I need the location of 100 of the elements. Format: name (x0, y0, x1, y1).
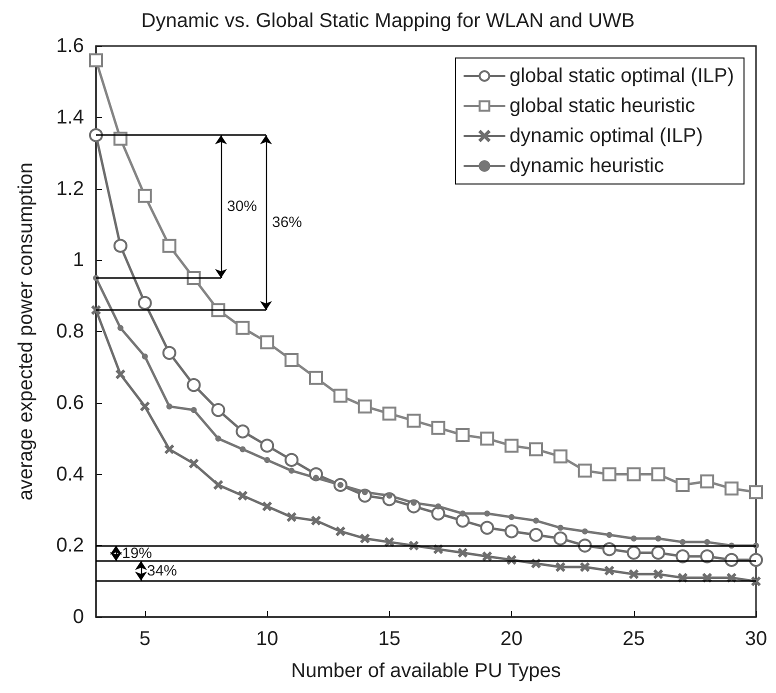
point (236, 424, 250, 438)
legend-label: dynamic optimal (ILP) (509, 125, 703, 147)
point (678, 573, 688, 582)
point (626, 467, 641, 482)
point (138, 188, 152, 203)
point (553, 449, 568, 464)
chart-title: Dynamic vs. Global Static Mapping for WLAN and UWB (141, 10, 635, 32)
point (435, 503, 442, 510)
point (260, 335, 274, 350)
y-axis-title: average expected power consumption (15, 162, 37, 500)
y-tick-label: 0.6 (56, 392, 84, 414)
point (240, 446, 246, 452)
y-tick-label: 0.2 (56, 534, 84, 557)
point (651, 467, 666, 482)
point (630, 535, 637, 542)
annotation: 19% (122, 544, 152, 562)
x-tick-label: 30 (744, 628, 768, 650)
point (654, 570, 663, 579)
point (288, 468, 295, 474)
x-tick-label: 5 (139, 628, 150, 650)
point (333, 388, 348, 403)
point (113, 238, 128, 253)
point (582, 528, 588, 534)
point (287, 512, 296, 522)
point (360, 534, 370, 543)
point (456, 428, 470, 442)
point (431, 506, 446, 521)
point (89, 53, 103, 68)
legend-label: dynamic heuristic (509, 155, 664, 177)
point (604, 566, 614, 576)
point (629, 570, 638, 579)
point (456, 514, 470, 528)
point (262, 502, 272, 511)
x-axis-title: Number of available PU Types (291, 660, 561, 682)
point (752, 576, 760, 586)
point (700, 474, 714, 488)
point (336, 526, 345, 536)
point (533, 518, 539, 524)
point (431, 420, 446, 435)
point (312, 516, 320, 526)
point (724, 482, 739, 496)
point (162, 238, 176, 253)
point (406, 414, 421, 428)
point (480, 520, 494, 535)
y-tick-label: 1 (72, 249, 84, 272)
point (117, 324, 124, 331)
point (309, 370, 323, 385)
point (504, 524, 519, 538)
legend-label: global static heuristic (509, 95, 696, 117)
point (284, 452, 299, 467)
annotation: 36% (272, 214, 302, 232)
point (655, 535, 662, 542)
legend-label: global static optimal (ILP) (509, 65, 734, 87)
annotation: 30% (227, 198, 258, 216)
y-tick-label: 1.4 (56, 106, 84, 128)
point (676, 478, 690, 492)
annotation: 34% (147, 562, 178, 580)
point (211, 403, 226, 418)
point (480, 432, 494, 446)
point (214, 480, 223, 490)
point (92, 306, 100, 315)
point (89, 128, 103, 142)
point (556, 562, 565, 572)
point (264, 456, 270, 463)
point (700, 549, 714, 564)
point (482, 552, 492, 561)
point (284, 353, 299, 368)
point (529, 528, 543, 542)
point (602, 467, 616, 482)
point (460, 510, 466, 517)
point (313, 474, 319, 481)
point (382, 406, 396, 421)
point (626, 546, 641, 560)
point (504, 438, 519, 453)
point (553, 531, 568, 546)
point (140, 402, 150, 411)
point (704, 539, 710, 546)
point (606, 532, 612, 538)
point (580, 562, 590, 572)
y-tick-label: 1.2 (56, 178, 84, 200)
point (236, 320, 250, 335)
point (186, 378, 201, 392)
point (238, 491, 248, 500)
point (358, 399, 372, 414)
y-tick-label: 0 (72, 606, 84, 628)
point (508, 514, 515, 520)
point (215, 436, 222, 442)
point (529, 442, 543, 456)
point (410, 500, 417, 506)
x-tick-label: 15 (378, 628, 400, 650)
point (166, 403, 172, 410)
point (384, 538, 394, 547)
point (386, 492, 392, 499)
x-tick-label: 10 (256, 628, 278, 650)
point (676, 549, 690, 564)
point (651, 546, 666, 560)
point (162, 346, 176, 360)
point (142, 353, 148, 360)
point (557, 524, 564, 531)
point (458, 548, 468, 558)
